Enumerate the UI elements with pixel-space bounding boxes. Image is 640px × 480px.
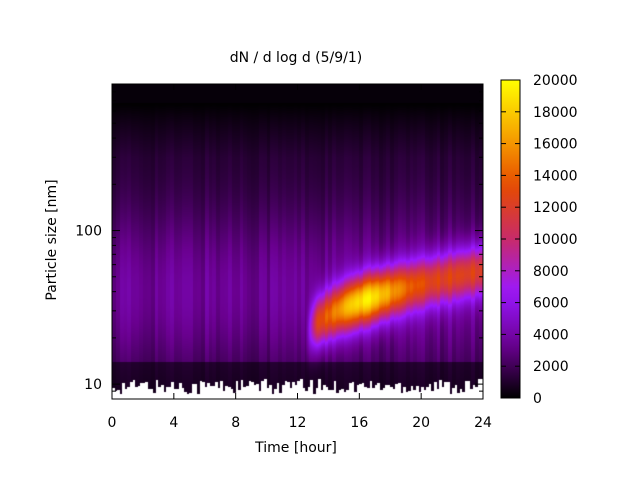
colorbar-tick-label: 6000: [533, 296, 569, 312]
colorbar-tick-label: 20000: [533, 73, 578, 89]
x-tick-label: 20: [412, 415, 430, 431]
y-tick-label: 10: [84, 377, 102, 393]
x-tick-label: 0: [108, 415, 117, 431]
heatmap-image: [112, 84, 483, 399]
x-tick-label: 16: [350, 415, 368, 431]
chart-title: dN / d log d (5/9/1): [230, 50, 363, 66]
x-tick-label: 12: [289, 415, 307, 431]
colorbar-tick-label: 0: [533, 391, 542, 407]
colorbar: 0 2000 4000 6000 8000 10000 12000 14000 16000 180…: [500, 73, 578, 407]
plot-area: [112, 84, 483, 399]
colorbar-tick-label: 8000: [533, 264, 569, 280]
colorbar-tick-label: 12000: [533, 200, 578, 216]
colorbar-tick-label: 4000: [533, 327, 569, 343]
colorbar-tick-label: 10000: [533, 232, 578, 248]
x-tick-label: 4: [169, 415, 178, 431]
x-axis-label: Time [hour]: [254, 440, 337, 456]
colorbar-tick-label: 14000: [533, 168, 578, 184]
colorbar-tick-label: 2000: [533, 359, 569, 375]
y-axis-label: Particle size [nm]: [44, 179, 60, 300]
y-axis: 10 100: [75, 83, 483, 400]
colorbar-tick-label: 18000: [533, 105, 578, 121]
x-axis: 0 4 8 12 16 20 24: [108, 84, 492, 431]
x-tick-label: 8: [231, 415, 240, 431]
colorbar-tick-label: 16000: [533, 137, 578, 153]
y-tick-label: 100: [75, 224, 102, 240]
x-tick-label: 24: [474, 415, 492, 431]
